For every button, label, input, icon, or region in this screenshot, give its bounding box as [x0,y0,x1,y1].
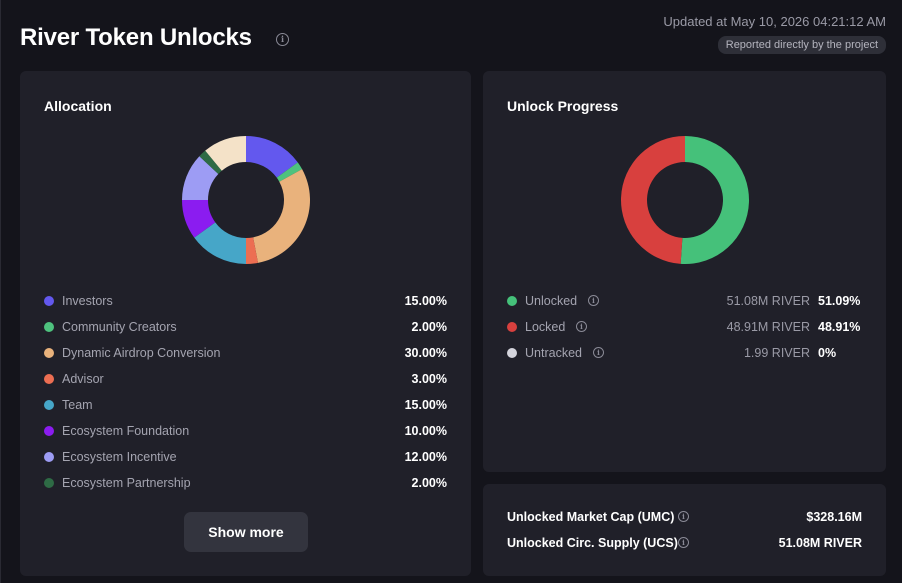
umc-label: Unlocked Market Cap (UMC) [507,510,675,524]
legend-dot-community-creators [44,322,54,332]
info-icon[interactable]: i [276,33,289,46]
donut-slice-community-creators [276,162,303,182]
ucs-value: 51.08M RIVER [778,536,862,550]
show-more-button[interactable]: Show more [184,512,308,552]
donut-slice-advisor [246,237,258,264]
info-icon[interactable]: i [593,347,604,358]
legend-value-ecosystem-incentive: 12.00% [404,450,447,464]
legend-value-locked: 48.91% [818,320,861,334]
umc-value: $328.16M [806,510,862,524]
legend-value-ecosystem-partnership: 2.00% [411,476,447,490]
updated-timestamp: Updated at May 10, 2026 04:21:12 AM [663,14,886,29]
legend-value-team: 15.00% [404,398,447,412]
info-icon[interactable]: i [588,295,599,306]
legend-value-advisor: 3.00% [411,372,447,386]
legend-amount-unlocked: 51.08M RIVER [726,294,810,308]
donut-slice-unlocked [680,136,749,264]
legend-dot-ecosystem-incentive [44,452,54,462]
legend-value-community-creators: 2.00% [411,320,447,334]
legend-label-ecosystem-partnership: Ecosystem Partnership [62,476,191,490]
allocation-donut-chart [182,136,310,264]
unlock-progress-card [483,71,886,472]
legend-dot-untracked [507,348,517,358]
stats-card [483,484,886,576]
legend-value-unlocked: 51.09% [818,294,861,308]
legend-dot-ecosystem-foundation [44,426,54,436]
legend-label-investors: Investors [62,294,113,308]
legend-dot-ecosystem-partnership [44,478,54,488]
legend-label-dynamic-airdrop-conversion: Dynamic Airdrop Conversion [62,346,221,360]
legend-value-ecosystem-foundation: 10.00% [404,424,447,438]
reported-badge: Reported directly by the project [717,36,886,54]
legend-dot-advisor [44,374,54,384]
legend-label-team: Team [62,398,93,412]
donut-slice-unlisted [205,136,246,171]
page-title: River Token Unlocks [20,24,252,51]
legend-dot-unlocked [507,296,517,306]
legend-amount-untracked: 1.99 RIVER [743,346,810,360]
unlock-progress-donut-chart [621,136,749,264]
legend-amount-locked: 48.91M RIVER [726,320,810,334]
allocation-title: Allocation [44,98,112,114]
window-edge [0,0,1,583]
donut-slice-dynamic-airdrop-conversion [253,169,310,263]
info-icon[interactable]: i [678,537,689,548]
info-icon[interactable]: i [576,321,587,332]
legend-value-untracked: 0% [818,346,837,360]
unlock-progress-title: Unlock Progress [507,98,619,114]
legend-label-locked: Locked [525,320,566,334]
donut-slice-ecosystem-incentive [182,156,219,200]
legend-label-ecosystem-foundation: Ecosystem Foundation [62,424,190,438]
legend-label-ecosystem-incentive: Ecosystem Incentive [62,450,177,464]
legend-dot-investors [44,296,54,306]
legend-label-untracked: Untracked [525,346,582,360]
legend-value-dynamic-airdrop-conversion: 30.00% [404,346,447,360]
donut-slice-investors [246,136,298,178]
legend-label-community-creators: Community Creators [62,320,177,334]
donut-slice-locked [621,136,685,264]
legend-value-investors: 15.00% [404,294,447,308]
info-icon[interactable]: i [678,511,689,522]
legend-dot-locked [507,322,517,332]
legend-dot-team [44,400,54,410]
donut-slice-team [194,222,246,264]
legend-label-advisor: Advisor [62,372,104,386]
donut-slice-ecosystem-foundation [182,200,216,238]
legend-dot-dynamic-airdrop-conversion [44,348,54,358]
donut-slice-ecosystem-partnership [199,150,222,174]
ucs-label: Unlocked Circ. Supply (UCS) [507,536,678,550]
legend-label-unlocked: Unlocked [525,294,578,308]
